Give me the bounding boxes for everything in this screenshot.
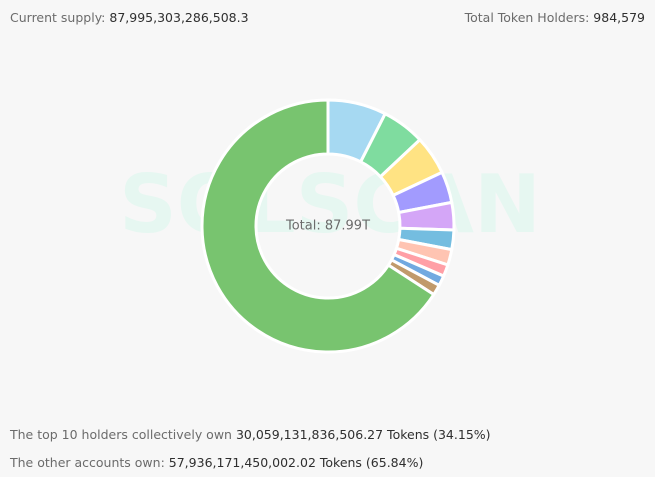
holders-line: Total Token Holders: 984,579 (465, 10, 645, 25)
supply-line: Current supply: 87,995,303,286,508.3 (10, 10, 249, 25)
top-line: The top 10 holders collectively own 30,0… (10, 427, 491, 442)
holders-label: Total Token Holders: (464, 10, 590, 25)
other-value: 57,936,171,450,002.02 Tokens (65.84%) (168, 455, 424, 470)
supply-value: 87,995,303,286,508.3 (109, 10, 249, 25)
other-line: The other accounts own: 57,936,171,450,0… (10, 455, 423, 470)
supply-label: Current supply: (10, 10, 106, 25)
other-label: The other accounts own: (10, 455, 165, 470)
holders-value: 984,579 (593, 10, 645, 25)
center-label: Total: 87.99T (285, 219, 370, 234)
top-value: 30,059,131,836,506.27 Tokens (34.15%) (235, 427, 491, 442)
donut-chart: SOLSCAN Total: 87.99T (119, 98, 541, 354)
watermark: SOLSCAN (119, 158, 541, 251)
top-label: The top 10 holders collectively own (10, 427, 232, 442)
donut-segment (200, 98, 436, 354)
